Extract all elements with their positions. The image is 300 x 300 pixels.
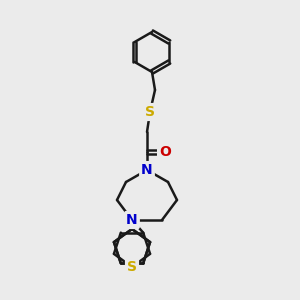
Text: N: N [126,213,138,227]
Text: N: N [141,163,153,177]
Text: O: O [159,145,171,159]
Text: S: S [145,105,155,119]
Text: S: S [127,260,137,274]
